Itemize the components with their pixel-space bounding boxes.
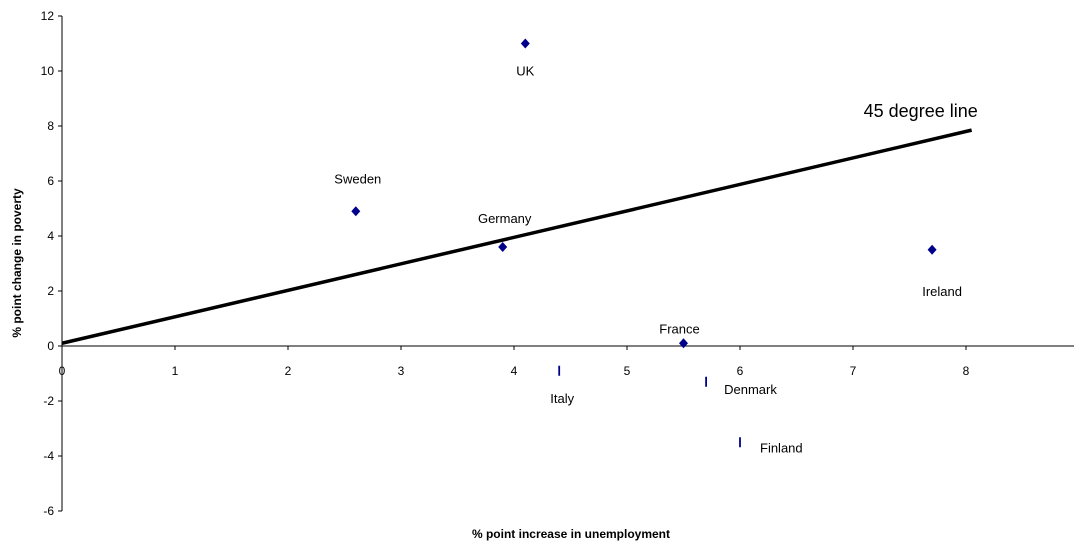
point-label-uk: UK (516, 64, 534, 79)
axes (61, 16, 1074, 511)
point-label-denmark: Denmark (724, 382, 777, 397)
y-axis-title: % point change in poverty (10, 188, 24, 338)
y-tick-label: 8 (47, 119, 54, 133)
point-label-italy: Italy (550, 391, 574, 406)
point-label-france: France (659, 321, 699, 336)
x-tick-label: 8 (963, 364, 970, 378)
x-tick-label: 7 (850, 364, 857, 378)
x-tick-label: 3 (398, 364, 405, 378)
y-tick-label: -6 (43, 504, 54, 518)
reference-line-label: 45 degree line (864, 101, 978, 121)
x-axis-title: % point increase in unemployment (472, 527, 670, 541)
data-point-uk (520, 38, 530, 49)
point-label-ireland: Ireland (922, 284, 962, 299)
x-tick-label: 4 (511, 364, 518, 378)
data-point-sweden (351, 206, 361, 217)
data-point-ireland (927, 244, 937, 255)
y-tick-label: 12 (41, 9, 55, 23)
x-tick-label: 6 (737, 364, 744, 378)
y-tick-label: 10 (41, 64, 55, 78)
y-tick-label: 0 (47, 339, 54, 353)
point-labels: UK Sweden Germany Ireland France Italy Denmark… (334, 64, 962, 456)
x-axis-ticks: 0 1 2 3 4 5 6 7 8 (59, 346, 970, 378)
x-tick-label: 2 (285, 364, 292, 378)
y-tick-label: -4 (43, 449, 54, 463)
y-axis-ticks: -6 -4 -2 0 2 4 6 8 10 12 (41, 9, 62, 518)
x-tick-label: 5 (624, 364, 631, 378)
y-tick-label: 4 (47, 229, 54, 243)
point-label-germany: Germany (478, 211, 532, 226)
data-points (351, 38, 937, 448)
y-tick-label: 2 (47, 284, 54, 298)
x-tick-label: 1 (172, 364, 179, 378)
y-tick-label: 6 (47, 174, 54, 188)
point-label-sweden: Sweden (334, 171, 381, 186)
reference-line (61, 128, 973, 345)
x-tick-label: 0 (59, 364, 66, 378)
y-tick-label: -2 (43, 394, 54, 408)
data-point-germany (498, 242, 508, 252)
data-point-france (679, 338, 688, 349)
point-label-finland: Finland (760, 440, 803, 455)
